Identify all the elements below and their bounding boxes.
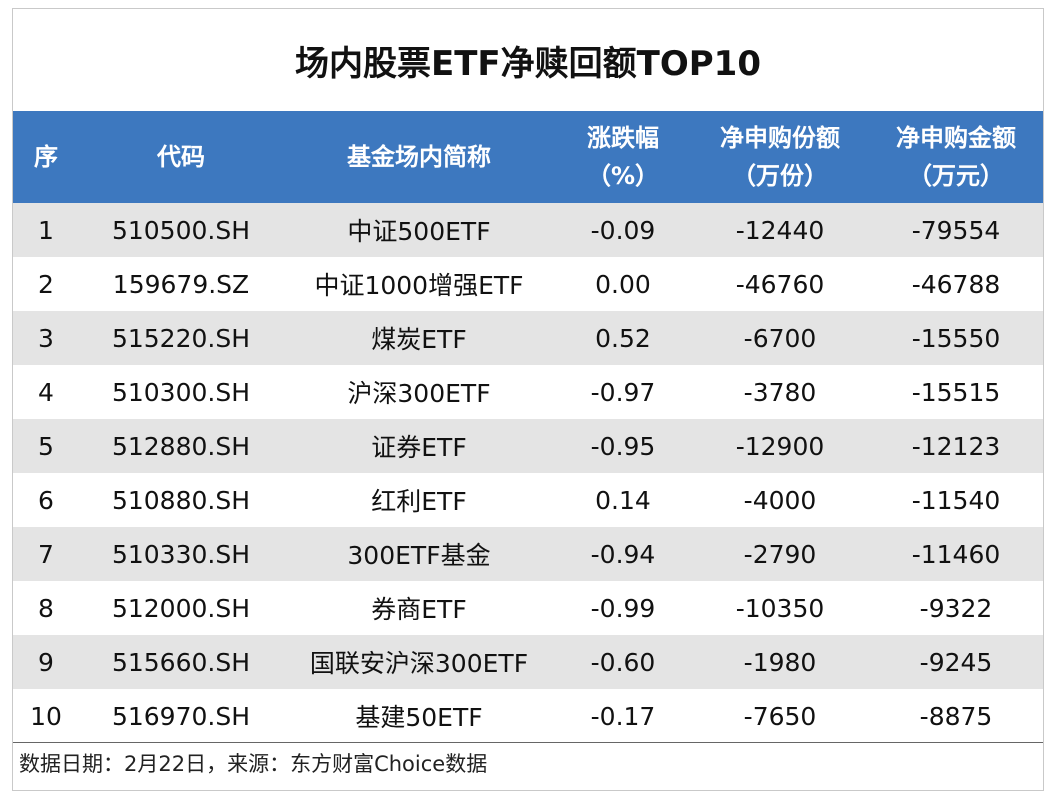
cell-code: 516970.SH — [79, 689, 283, 743]
cell-net-amount: -79554 — [869, 203, 1043, 257]
table-row: 9 515660.SH 国联安沪深300ETF -0.60 -1980 -9245 — [13, 635, 1043, 689]
cell-code: 512880.SH — [79, 419, 283, 473]
table-row: 1 510500.SH 中证500ETF -0.09 -12440 -79554 — [13, 203, 1043, 257]
table-row: 2 159679.SZ 中证1000增强ETF 0.00 -46760 -46788 — [13, 257, 1043, 311]
cell-net-shares: -3780 — [691, 365, 869, 419]
cell-code: 512000.SH — [79, 581, 283, 635]
cell-name: 中证500ETF — [283, 203, 555, 257]
cell-rank: 9 — [13, 635, 79, 689]
cell-net-amount: -46788 — [869, 257, 1043, 311]
col-header-name: 基金场内简称 — [283, 111, 555, 203]
cell-net-amount: -15515 — [869, 365, 1043, 419]
cell-name: 基建50ETF — [283, 689, 555, 743]
cell-code: 159679.SZ — [79, 257, 283, 311]
cell-rank: 2 — [13, 257, 79, 311]
cell-net-shares: -7650 — [691, 689, 869, 743]
col-header-net-shares: 净申购份额 （万份） — [691, 111, 869, 203]
cell-net-amount: -11460 — [869, 527, 1043, 581]
cell-net-amount: -8875 — [869, 689, 1043, 743]
cell-rank: 1 — [13, 203, 79, 257]
cell-net-shares: -1980 — [691, 635, 869, 689]
cell-change: 0.52 — [555, 311, 691, 365]
cell-net-amount: -9245 — [869, 635, 1043, 689]
cell-change: -0.17 — [555, 689, 691, 743]
col-header-change: 涨跌幅 （%） — [555, 111, 691, 203]
header-row: 序 代码 基金场内简称 涨跌幅 （%） 净申购份额 （万份） 净申购金额 — [13, 111, 1043, 203]
cell-change: 0.00 — [555, 257, 691, 311]
cell-rank: 8 — [13, 581, 79, 635]
cell-net-shares: -46760 — [691, 257, 869, 311]
cell-rank: 6 — [13, 473, 79, 527]
table-body: 1 510500.SH 中证500ETF -0.09 -12440 -79554 2 1596… — [13, 203, 1043, 743]
table-row: 10 516970.SH 基建50ETF -0.17 -7650 -8875 — [13, 689, 1043, 743]
table-row: 8 512000.SH 券商ETF -0.99 -10350 -9322 — [13, 581, 1043, 635]
cell-change: 0.14 — [555, 473, 691, 527]
cell-name: 国联安沪深300ETF — [283, 635, 555, 689]
cell-net-amount: -12123 — [869, 419, 1043, 473]
cell-code: 510880.SH — [79, 473, 283, 527]
table-row: 3 515220.SH 煤炭ETF 0.52 -6700 -15550 — [13, 311, 1043, 365]
cell-net-shares: -2790 — [691, 527, 869, 581]
cell-net-amount: -9322 — [869, 581, 1043, 635]
table-row: 7 510330.SH 300ETF基金 -0.94 -2790 -11460 — [13, 527, 1043, 581]
cell-net-amount: -15550 — [869, 311, 1043, 365]
table-title: 场内股票ETF净赎回额TOP10 — [295, 43, 761, 84]
cell-rank: 10 — [13, 689, 79, 743]
cell-name: 中证1000增强ETF — [283, 257, 555, 311]
table-row: 5 512880.SH 证券ETF -0.95 -12900 -12123 — [13, 419, 1043, 473]
cell-change: -0.09 — [555, 203, 691, 257]
cell-name: 证券ETF — [283, 419, 555, 473]
table-row: 6 510880.SH 红利ETF 0.14 -4000 -11540 — [13, 473, 1043, 527]
etf-table: 序 代码 基金场内简称 涨跌幅 （%） 净申购份额 （万份） 净申购金额 — [13, 111, 1043, 743]
cell-name: 红利ETF — [283, 473, 555, 527]
cell-change: -0.60 — [555, 635, 691, 689]
cell-net-shares: -12900 — [691, 419, 869, 473]
table-frame: 场内股票ETF净赎回额TOP10 序 代码 基金场内简称 — [12, 8, 1044, 791]
cell-code: 510330.SH — [79, 527, 283, 581]
cell-change: -0.94 — [555, 527, 691, 581]
table-row: 4 510300.SH 沪深300ETF -0.97 -3780 -15515 — [13, 365, 1043, 419]
cell-net-shares: -4000 — [691, 473, 869, 527]
cell-name: 沪深300ETF — [283, 365, 555, 419]
cell-change: -0.97 — [555, 365, 691, 419]
cell-rank: 4 — [13, 365, 79, 419]
cell-name: 煤炭ETF — [283, 311, 555, 365]
cell-name: 券商ETF — [283, 581, 555, 635]
cell-code: 510500.SH — [79, 203, 283, 257]
cell-rank: 3 — [13, 311, 79, 365]
cell-change: -0.99 — [555, 581, 691, 635]
cell-rank: 7 — [13, 527, 79, 581]
source-note: 数据日期：2月22日，来源：东方财富Choice数据 — [19, 752, 488, 776]
cell-change: -0.95 — [555, 419, 691, 473]
footer-divider — [13, 742, 1043, 743]
cell-net-shares: -12440 — [691, 203, 869, 257]
cell-rank: 5 — [13, 419, 79, 473]
col-header-rank: 序 — [13, 111, 79, 203]
cell-net-shares: -10350 — [691, 581, 869, 635]
col-header-code: 代码 — [79, 111, 283, 203]
col-header-net-amount: 净申购金额 （万元） — [869, 111, 1043, 203]
cell-net-shares: -6700 — [691, 311, 869, 365]
cell-code: 515660.SH — [79, 635, 283, 689]
cell-code: 515220.SH — [79, 311, 283, 365]
cell-net-amount: -11540 — [869, 473, 1043, 527]
cell-code: 510300.SH — [79, 365, 283, 419]
cell-name: 300ETF基金 — [283, 527, 555, 581]
